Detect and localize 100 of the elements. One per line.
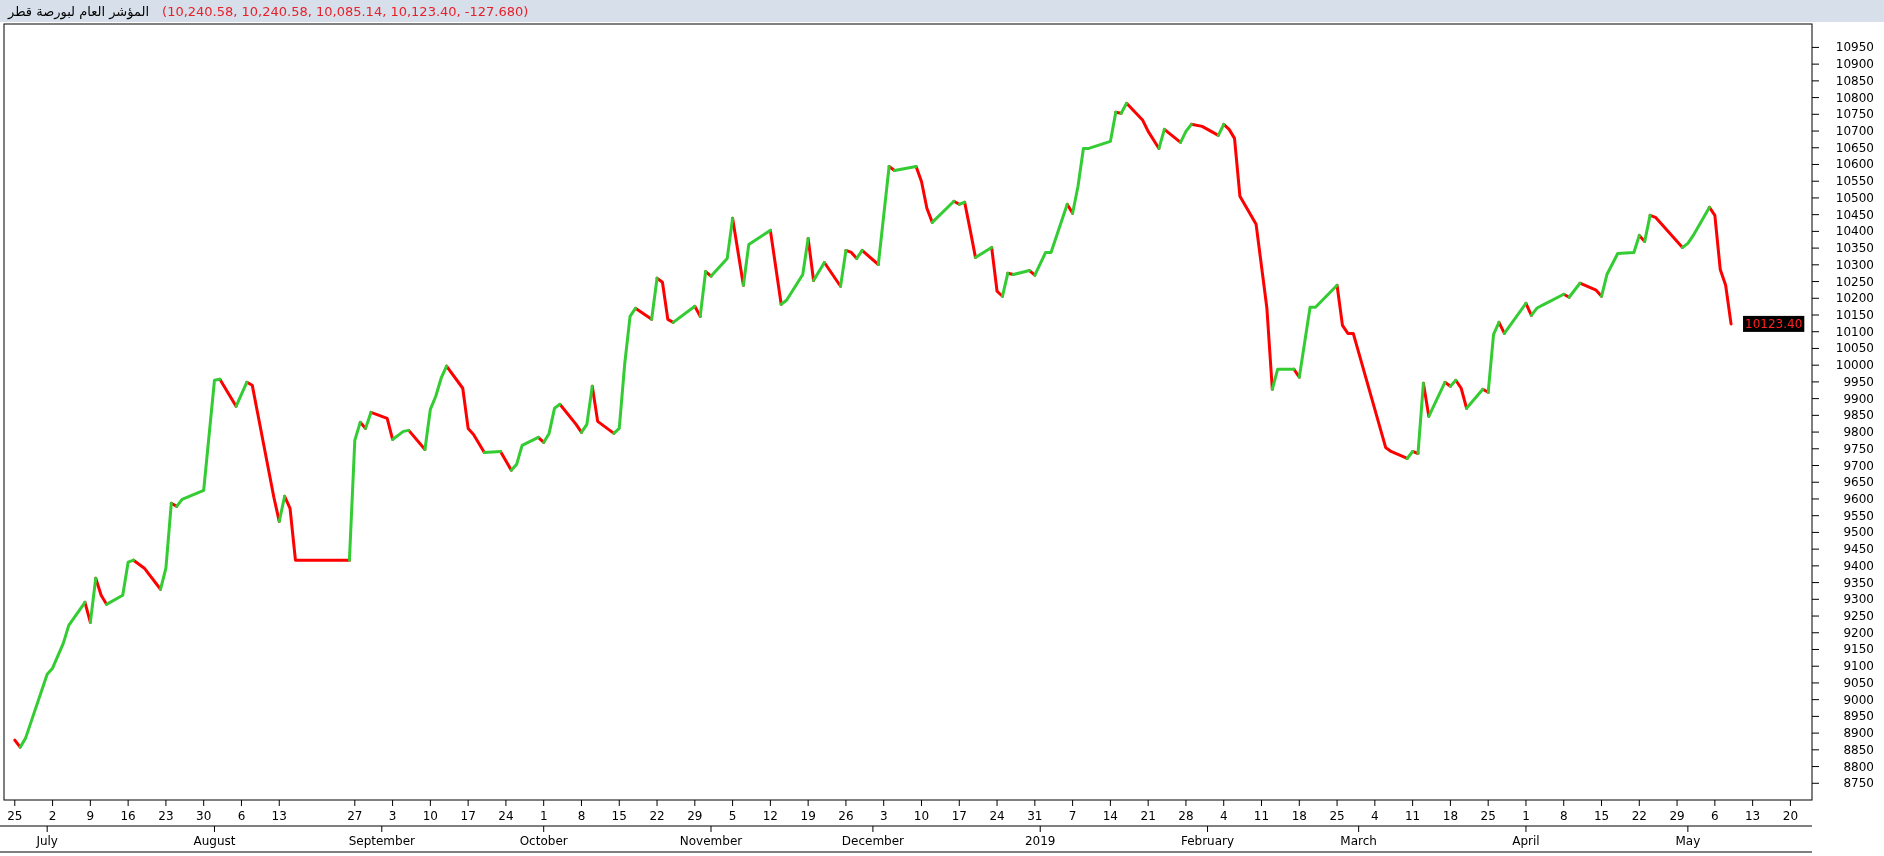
y-tick-label: 8750 [1843,776,1874,791]
y-tick-label: 10900 [1835,57,1874,72]
x-tick-label: 17 [460,809,476,823]
x-tick-label: 6 [1711,809,1719,823]
x-tick-label: 3 [879,809,888,823]
x-tick-label: 7 [1068,809,1077,823]
x-tick-label: 21 [1140,809,1156,823]
x-tick-label: 25 [1480,809,1496,823]
x-tick-label: 10 [422,809,438,823]
x-tick-label: 3 [388,809,397,823]
y-tick-label: 9000 [1843,692,1874,707]
x-tick-label: 1 [539,809,548,823]
y-tick-label: 8800 [1843,759,1874,774]
x-tick-label: 18 [1442,809,1459,823]
y-tick-label: 8950 [1843,709,1874,724]
x2-tick-label: November [679,834,743,848]
x-tick-label: 24 [989,809,1005,823]
x-tick-label: 31 [1027,809,1043,823]
x-tick-label: 23 [158,809,174,823]
y-tick-label: 10950 [1835,40,1874,55]
y-tick-label: 10550 [1835,174,1874,189]
x2-tick-label: April [1512,834,1540,848]
x-tick-label: 13 [1744,809,1761,823]
x-tick-label: 15 [1593,809,1610,823]
y-tick-label: 10200 [1835,291,1874,306]
x-tick-label: 13 [271,809,287,823]
x-tick-label: 15 [611,809,627,823]
y-tick-label: 9750 [1843,441,1874,456]
y-tick-label: 9350 [1843,575,1874,590]
y-tick-label: 10850 [1835,73,1874,88]
x-tick-label: 19 [800,809,816,823]
x-tick-label: 16 [120,809,136,823]
x-tick-label: 18 [1291,809,1307,823]
y-tick-label: 9550 [1843,508,1874,523]
y-tick-label: 9400 [1843,558,1874,573]
x-tick-label: 25 [1329,809,1345,823]
x-tick-label: 6 [237,809,246,823]
y-tick-label: 9900 [1843,391,1874,406]
y-tick-label: 10250 [1835,274,1874,289]
x-tick-label: 8 [1559,809,1568,823]
y-tick-label: 10700 [1835,124,1874,139]
y-tick-label: 9200 [1843,625,1874,640]
annotation: 10123.40 [1745,316,1803,331]
x-tick-label: 12 [762,809,779,823]
x-tick-label: 20 [1782,809,1799,823]
x-tick-label: 24 [498,809,514,823]
x-tick-label: 27 [347,809,363,823]
x-tick-label: 1 [1522,809,1530,823]
y-tick-label: 10000 [1835,358,1874,373]
x2-tick-label: October [519,834,568,848]
x2-tick-label: August [193,834,236,848]
x-tick-label: 29 [1669,809,1685,823]
x-tick-label: 17 [951,809,967,823]
y-tick-label: 10050 [1835,341,1874,356]
y-tick-label: 9600 [1843,491,1874,506]
x-tick-label: 26 [838,809,854,823]
y-tick-label: 9250 [1843,609,1874,624]
y-tick-label: 10750 [1835,107,1874,122]
x2-tick-label: September [348,834,416,848]
y-tick-label: 9650 [1843,475,1874,490]
x-tick-label: 4 [1219,809,1228,823]
x-tick-label: 11 [1253,809,1270,823]
y-tick-label: 9950 [1843,374,1874,389]
y-tick-label: 9050 [1843,675,1874,690]
x-tick-label: 5 [728,809,737,823]
y-tick-label: 10150 [1835,308,1874,322]
x2-tick-label: 2019 [1024,834,1056,848]
y-tick-label: 10800 [1835,90,1874,105]
y-tick-label: 9300 [1843,592,1874,607]
y-tick-label: 9450 [1843,542,1874,557]
x2-tick-label: February [1180,834,1235,848]
y-tick-label: 10600 [1835,157,1874,172]
x-tick-label: 29 [687,809,703,823]
y-tick-label: 8900 [1843,726,1874,741]
x2-tick-label: December [841,834,905,848]
y-tick-label: 10500 [1835,190,1874,205]
x-tick-label: 8 [577,809,586,823]
y-tick-label: 9100 [1843,659,1874,674]
x-tick-label: 11 [1404,809,1421,823]
chart-title: المؤشر العام لبورصة قطر [7,4,150,20]
x2-tick-label: July [35,834,58,848]
x-tick-label: 25 [7,809,23,823]
x-tick-label: 30 [196,809,212,823]
y-tick-label: 9850 [1843,408,1874,423]
y-tick-label: 10650 [1835,140,1874,155]
y-tick-label: 10100 [1835,324,1874,339]
y-tick-label: 9500 [1843,525,1874,540]
y-tick-label: 10400 [1835,224,1874,239]
x-tick-label: 4 [1371,809,1379,823]
y-tick-label: 9150 [1843,642,1874,657]
x-tick-label: 10 [913,809,930,823]
x-tick-label: 9 [86,809,95,823]
x-tick-label: 22 [649,809,665,823]
x2-tick-label: May [1675,834,1701,848]
x-tick-label: 2 [48,809,57,823]
x2-tick-label: March [1340,834,1377,848]
y-tick-label: 10350 [1835,241,1874,256]
y-tick-label: 10300 [1835,257,1874,272]
y-tick-label: 8850 [1843,742,1874,757]
y-tick-label: 10450 [1835,207,1874,222]
